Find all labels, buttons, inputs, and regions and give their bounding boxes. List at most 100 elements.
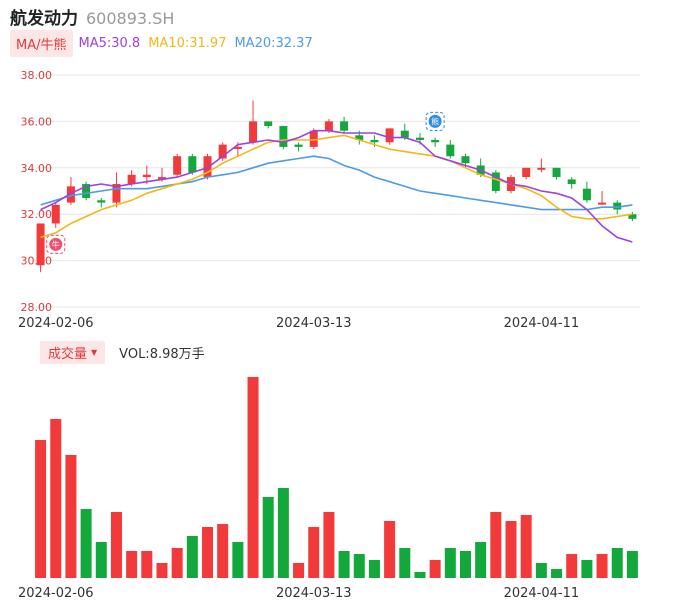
- stock-name: 航发动力: [10, 9, 78, 29]
- candle-body: [324, 121, 333, 131]
- candle-body: [385, 128, 394, 143]
- ma5-legend-label: MA5:30.8: [78, 35, 141, 51]
- volume-bar: [80, 509, 92, 578]
- volume-bar: [611, 548, 623, 578]
- badge-label: 熊: [431, 116, 439, 126]
- price-grid: [33, 74, 640, 308]
- candle-body: [552, 167, 561, 178]
- volume-bar: [505, 521, 517, 578]
- candle-body: [461, 156, 470, 164]
- ma10-line: [40, 134, 633, 239]
- date-axis-labels: 2024-02-06 2024-03-13 2024-04-11: [18, 316, 579, 331]
- candle-body: [188, 156, 197, 173]
- candle-body: [264, 121, 273, 127]
- candle-body: [491, 172, 500, 191]
- volume-bar: [535, 563, 547, 578]
- y-tick-label: 36.00: [21, 115, 53, 128]
- volume-bar: [368, 560, 380, 578]
- volume-legend: 成交量 ▼ VOL:8.98万手: [40, 340, 205, 364]
- ma10-legend-label: MA10:31.97: [148, 35, 227, 51]
- candle-body: [537, 167, 546, 170]
- volume-bar: [171, 548, 183, 578]
- volume-bar: [262, 497, 274, 578]
- volume-bar: [551, 569, 563, 578]
- stock-header: 航发动力 600893.SH: [10, 4, 175, 29]
- volume-bar: [110, 512, 122, 578]
- volume-bar: [475, 542, 487, 578]
- badge-label: 牛: [52, 239, 60, 249]
- bull-badge: 牛: [46, 234, 66, 254]
- x-tick-label: 2024-04-11: [504, 586, 580, 601]
- candle-body: [446, 144, 455, 157]
- candle-body: [127, 174, 136, 185]
- ma-legend: MA/牛熊 MA5:30.8 MA10:31.97 MA20:32.37: [10, 29, 321, 57]
- candle-body: [51, 204, 60, 224]
- candlesticks: [36, 100, 637, 273]
- volume-indicator-button[interactable]: 成交量 ▼: [40, 340, 106, 364]
- volume-bar: [414, 572, 426, 578]
- volume-bar: [126, 551, 138, 578]
- volume-bar: [277, 488, 289, 578]
- x-tick-label: 2024-03-13: [276, 316, 352, 331]
- volume-bar: [444, 548, 456, 578]
- candle-body: [294, 144, 303, 147]
- candle-body: [400, 130, 409, 138]
- candle-body: [203, 156, 212, 178]
- badge-dot: [428, 114, 442, 128]
- candle-body: [249, 121, 258, 143]
- volume-bar: [217, 524, 229, 578]
- candle-body: [66, 186, 75, 203]
- y-tick-label: 34.00: [21, 162, 53, 175]
- candle-body: [628, 214, 637, 219]
- volume-bar: [323, 512, 335, 578]
- volume-bar: [65, 455, 77, 578]
- signal-badges: 牛熊: [46, 111, 445, 254]
- candle-body: [157, 177, 166, 180]
- bear-badge: 熊: [425, 111, 445, 131]
- ma20-legend-label: MA20:32.37: [234, 35, 313, 51]
- volume-bar: [338, 551, 350, 578]
- x-tick-label: 2024-04-11: [504, 316, 580, 331]
- candle-body: [522, 167, 531, 178]
- x-tick-label: 2024-03-13: [276, 586, 352, 601]
- candle-body: [340, 121, 349, 131]
- volume-bar: [35, 440, 47, 578]
- volume-bar: [626, 551, 638, 578]
- candle-body: [173, 156, 182, 175]
- volume-bar: [141, 551, 153, 578]
- volume-date-axis-labels: 2024-02-06 2024-03-13 2024-04-11: [18, 586, 579, 601]
- candle-body: [279, 126, 288, 147]
- volume-bar: [384, 521, 396, 578]
- candle-body: [567, 179, 576, 185]
- volume-bar: [232, 542, 244, 578]
- candle-body: [36, 223, 45, 266]
- ma5-line: [40, 129, 633, 243]
- candle-body: [431, 139, 440, 143]
- stock-code: 600893.SH: [86, 9, 175, 28]
- candle-body: [370, 139, 379, 143]
- y-tick-label: 28.00: [21, 301, 53, 314]
- candle-body: [415, 137, 424, 140]
- candle-body: [82, 184, 91, 198]
- candle-body: [309, 130, 318, 147]
- price-axis-labels: 38.00 36.00 34.00 32.00 30.00 28.00: [21, 69, 53, 314]
- dropdown-arrow-icon: ▼: [91, 347, 98, 357]
- volume-bars: [35, 377, 638, 578]
- volume-bar: [459, 551, 471, 578]
- candle-body: [613, 202, 622, 210]
- volume-bar: [293, 563, 305, 578]
- volume-bar: [202, 527, 214, 578]
- badge-dot: [49, 237, 63, 251]
- volume-bar: [399, 548, 411, 578]
- x-tick-label: 2024-02-06: [18, 316, 94, 331]
- ma-toggle-button[interactable]: MA/牛熊: [10, 29, 73, 57]
- volume-bar: [566, 554, 578, 578]
- volume-bar: [156, 563, 168, 578]
- volume-bar: [308, 527, 320, 578]
- volume-bar: [520, 515, 532, 578]
- volume-bar: [581, 560, 593, 578]
- y-tick-label: 38.00: [21, 69, 53, 82]
- volume-bar: [429, 560, 441, 578]
- y-tick-label: 30.00: [21, 255, 53, 268]
